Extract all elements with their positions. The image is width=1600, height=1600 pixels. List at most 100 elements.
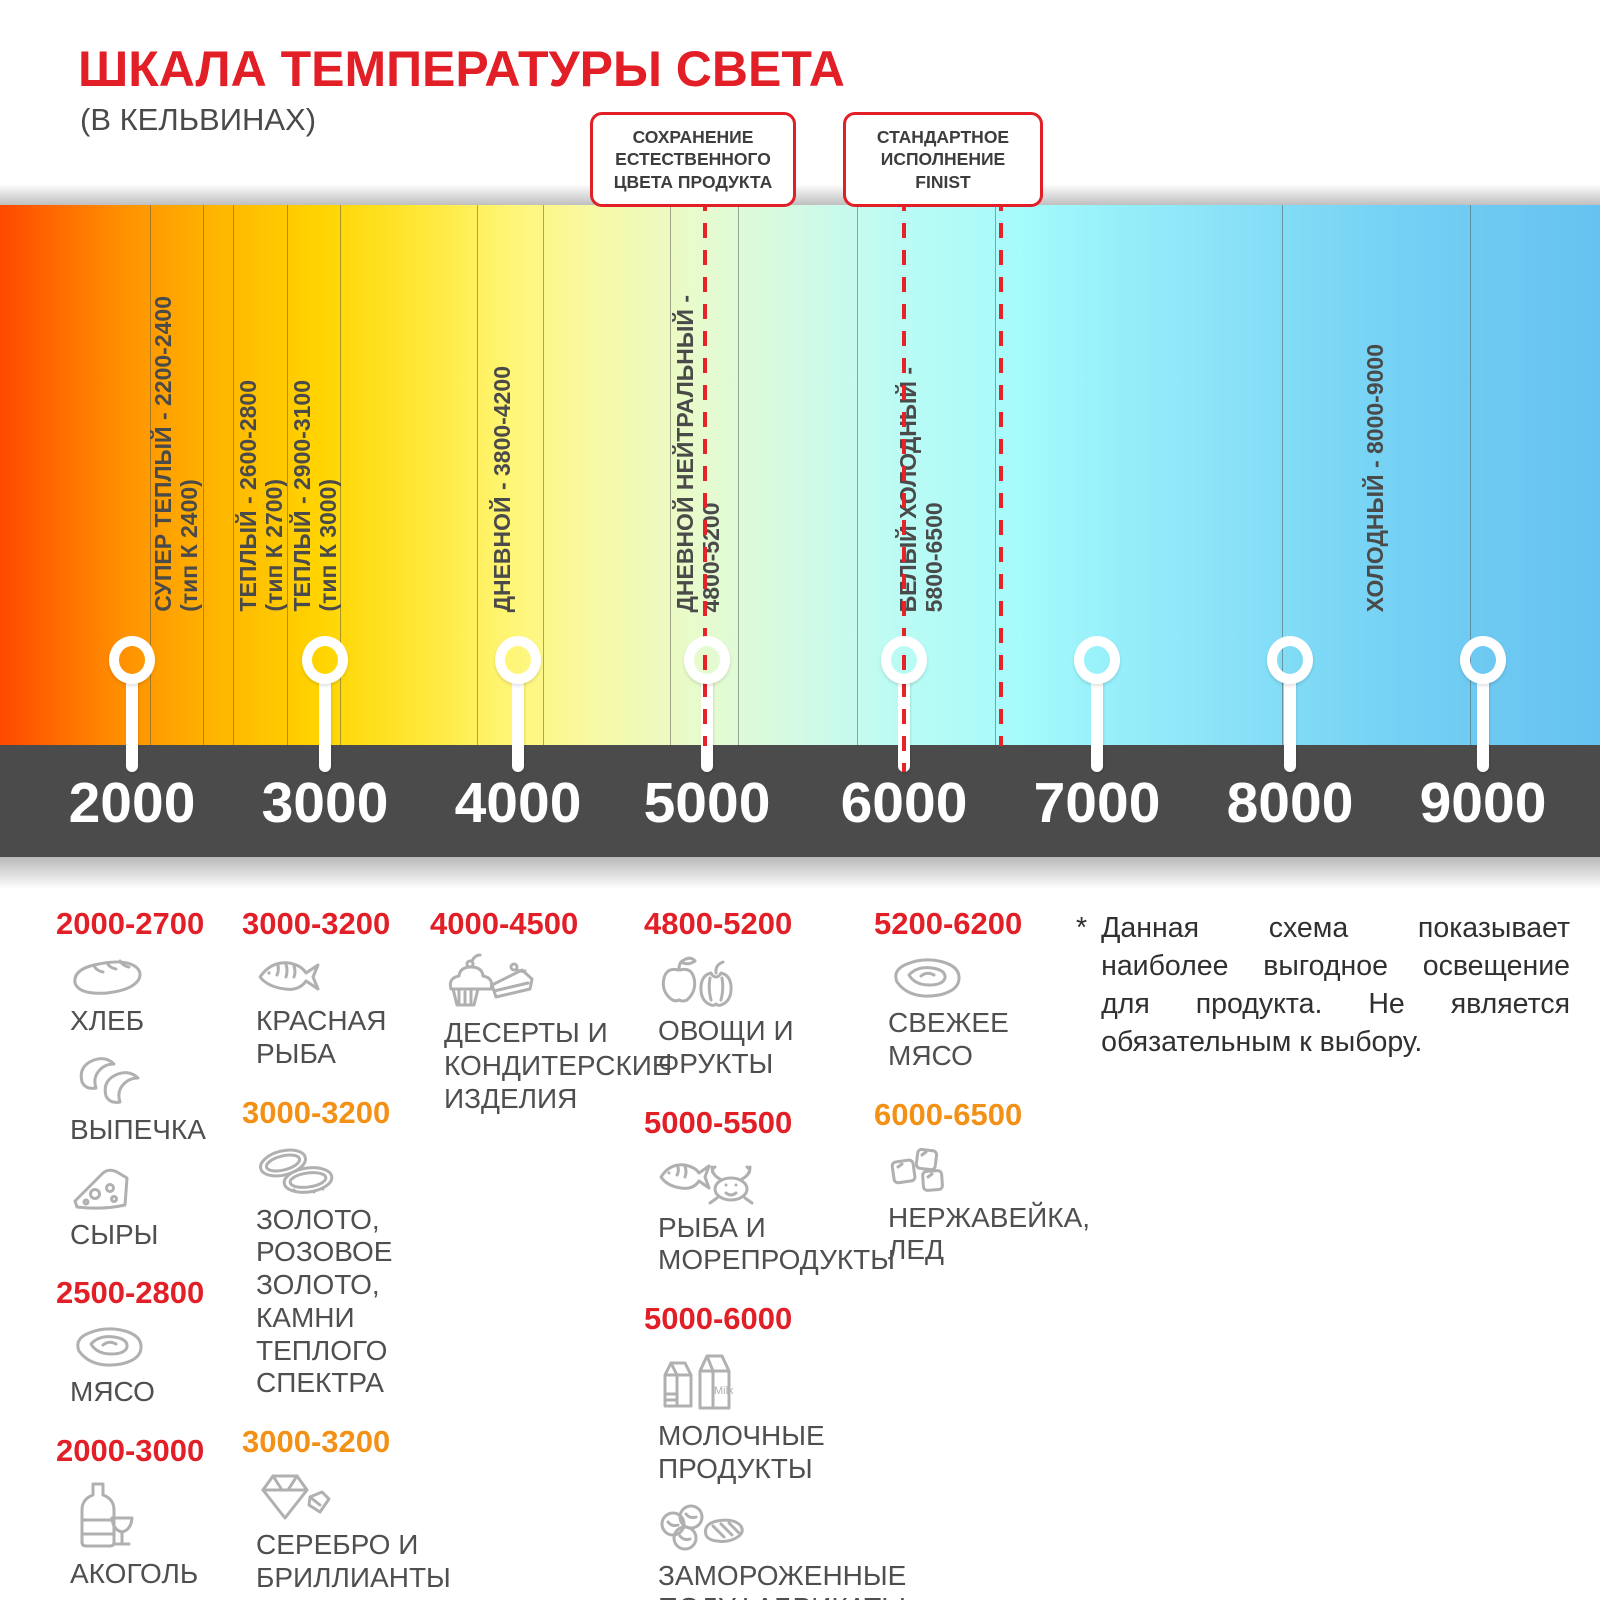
dashed-guide-line: [902, 196, 906, 772]
category-label: ХЛЕБ: [70, 1005, 145, 1036]
marker-pin: [1460, 636, 1506, 684]
axis-tick-8000: 8000: [1226, 771, 1354, 835]
marker-pin: [109, 636, 155, 684]
range-heading: 3000-3200: [242, 1424, 391, 1459]
page-subtitle: (В КЕЛЬВИНАХ): [80, 102, 317, 137]
gold-rings-icon: [258, 1148, 334, 1194]
category-label: ВЫПЕЧКА: [70, 1113, 206, 1145]
zone-separator: [287, 205, 288, 745]
category-block: 5000-5500 РЫБА И МОРЕПРОДУКТЫ: [644, 1107, 954, 1278]
category-column-2: 3000-3200 КРАСНАЯ РЫБА 3000-3200: [242, 908, 482, 1600]
category-item: АКОГОЛЬ: [56, 1480, 251, 1591]
category-item: КРАСНАЯ РЫБА: [242, 953, 482, 1071]
category-block: 5200-6200 СВЕЖЕЕ МЯСО: [874, 908, 1104, 1073]
zone-separator: [1282, 205, 1283, 745]
category-block: 2000-2700 ХЛЕБ ВЫПЕЧКА: [56, 908, 251, 1251]
marker-pin-stem: [319, 680, 331, 772]
category-block: 3000-3200 ЗОЛОТО, РОЗОВОЕ ЗОЛОТО, КАМНИ …: [242, 1097, 482, 1401]
category-item: ОВОЩИ И ФРУКТЫ: [644, 953, 954, 1081]
category-item: Milk МОЛОЧНЫЕ ПРОДУКТЫ: [644, 1348, 954, 1486]
axis-tick-4000: 4000: [454, 771, 582, 835]
marker-pin: [495, 636, 541, 684]
zone-label-warm-3000: ТЕПЛЫЙ - 2900-3100 (тип К 3000): [289, 380, 341, 612]
marker-pin: [1074, 636, 1120, 684]
page-title: ШКАЛА ТЕМПЕРАТУРЫ СВЕТА: [78, 41, 845, 97]
category-item: ДЕСЕРТЫ И КОНДИТЕРСКИЕ ИЗДЕЛИЯ: [430, 953, 671, 1115]
milk-icon: Milk: [663, 1354, 734, 1410]
axis-tick-5000: 5000: [643, 771, 771, 835]
category-item: ВЫПЕЧКА: [56, 1052, 251, 1147]
axis-tick-9000: 9000: [1419, 771, 1547, 835]
fish-icon: [258, 961, 320, 991]
svg-text:Milk: Milk: [714, 1385, 734, 1397]
axis-tick-3000: 3000: [261, 771, 389, 835]
range-heading: 4000-4500: [430, 906, 579, 941]
zone-separator: [203, 205, 204, 745]
footnote-marker: *: [1076, 912, 1088, 944]
category-item: СЫРЫ: [56, 1161, 251, 1252]
axis-bar: [0, 745, 1600, 857]
footnote-text: Данная схема показывает наиболее выгодно…: [1101, 912, 1570, 1058]
category-item: ЗАМОРОЖЕННЫЕ ПОЛУФАБРИКАТЫ: [644, 1500, 954, 1600]
category-label: МЯСО: [70, 1376, 155, 1408]
temperature-gradient: [0, 205, 1600, 745]
zone-separator: [233, 205, 234, 745]
category-column-4: 4800-5200 ОВОЩИ И ФРУКТЫ 5000-5500: [644, 908, 954, 1600]
zone-label-daylight: ДНЕВНОЙ - 3800-4200: [489, 365, 515, 612]
category-label: РЫБА И МОРЕПРОДУКТЫ: [658, 1211, 896, 1276]
fresh-meat-icon: [894, 958, 961, 998]
marker-pin: [1267, 636, 1313, 684]
zone-separator: [340, 205, 341, 745]
category-label: ДЕСЕРТЫ И КОНДИТЕРСКИЕ ИЗДЕЛИЯ: [444, 1017, 671, 1114]
category-label: НЕРЖАВЕЙКА, ЛЕД: [888, 1201, 1091, 1266]
dessert-icon: [448, 953, 534, 1007]
marker-pin: [684, 636, 730, 684]
marker-pin: [302, 636, 348, 684]
category-item: ХЛЕБ: [56, 953, 251, 1038]
range-heading: 2000-3000: [56, 1433, 205, 1468]
category-label: СЕРЕБРО И БРИЛЛИАНТЫ: [256, 1529, 451, 1593]
range-heading: 3000-3200: [242, 1094, 391, 1130]
range-heading: 6000-6500: [874, 1096, 1023, 1132]
diamond-icon: [261, 1474, 331, 1520]
meat-icon: [76, 1327, 143, 1367]
category-label: МОЛОЧНЫЕ ПРОДУКТЫ: [658, 1420, 825, 1484]
alcohol-icon: [80, 1482, 134, 1548]
category-block: 6000-6500 НЕРЖАВЕЙКА, ЛЕД: [874, 1099, 1104, 1268]
top-shadow: [0, 184, 1600, 205]
croissant-icon: [79, 1056, 140, 1104]
category-label: ЗОЛОТО, РОЗОВОЕ ЗОЛОТО, КАМНИ ТЕПЛОГО СП…: [256, 1203, 393, 1399]
category-column-5: 5200-6200 СВЕЖЕЕ МЯСО 6000-6500 НЕ: [874, 908, 1104, 1293]
category-item: МЯСО: [56, 1322, 251, 1409]
dashed-guide-line: [999, 196, 1003, 746]
bread-icon: [73, 959, 142, 995]
category-item: СЕРЕБРО И БРИЛЛИАНТЫ: [242, 1471, 482, 1595]
category-block: 4000-4500 ДЕСЕРТЫ И КОНДИТЕРСКИЕ ИЗДЕЛИЯ: [430, 906, 671, 1115]
range-heading: 5000-6000: [644, 1301, 793, 1336]
zone-separator: [995, 205, 996, 745]
category-label: СЫРЫ: [70, 1218, 159, 1250]
cheese-icon: [73, 1168, 129, 1210]
axis-tick-7000: 7000: [1033, 771, 1161, 835]
category-block: 5000-6000 Milk МОЛОЧНЫЕ ПРОДУКТЫ ЗАМОРОЖ: [644, 1303, 954, 1600]
bottom-shadow: [0, 857, 1600, 889]
marker-pin: [881, 636, 927, 684]
zone-separator: [738, 205, 739, 745]
footnote: * Данная схема показывает наиболее выгод…: [1076, 910, 1570, 1062]
frozen-icon: [660, 1504, 744, 1550]
category-label: КРАСНАЯ РЫБА: [256, 1005, 387, 1069]
category-label: АКОГОЛЬ: [70, 1558, 199, 1589]
category-column-1: 2000-2700 ХЛЕБ ВЫПЕЧКА: [56, 908, 251, 1600]
zone-label-warm-2700: ТЕПЛЫЙ - 2600-2800 (тип К 2700): [235, 380, 287, 612]
category-block: 2500-2800 МЯСО: [56, 1277, 251, 1409]
category-item: СВЕЖЕЕ МЯСО: [874, 953, 1104, 1073]
category-item: РЫБА И МОРЕПРОДУКТЫ: [644, 1152, 954, 1278]
marker-pin-stem: [1477, 680, 1489, 772]
zone-label-super-warm: СУПЕР ТЕПЛЫЙ - 2200-2400 (тип К 2400): [150, 296, 202, 612]
range-heading: 4800-5200: [644, 906, 793, 941]
zone-label-cold: ХОЛОДНЫЙ - 8000-9000: [1362, 343, 1388, 612]
category-item: ЗОЛОТО, РОЗОВОЕ ЗОЛОТО, КАМНИ ТЕПЛОГО СП…: [242, 1142, 482, 1401]
callout-natural-color: СОХРАНЕНИЕ ЕСТЕСТВЕННОГО ЦВЕТА ПРОДУКТА: [590, 112, 796, 208]
zone-separator: [670, 205, 671, 745]
